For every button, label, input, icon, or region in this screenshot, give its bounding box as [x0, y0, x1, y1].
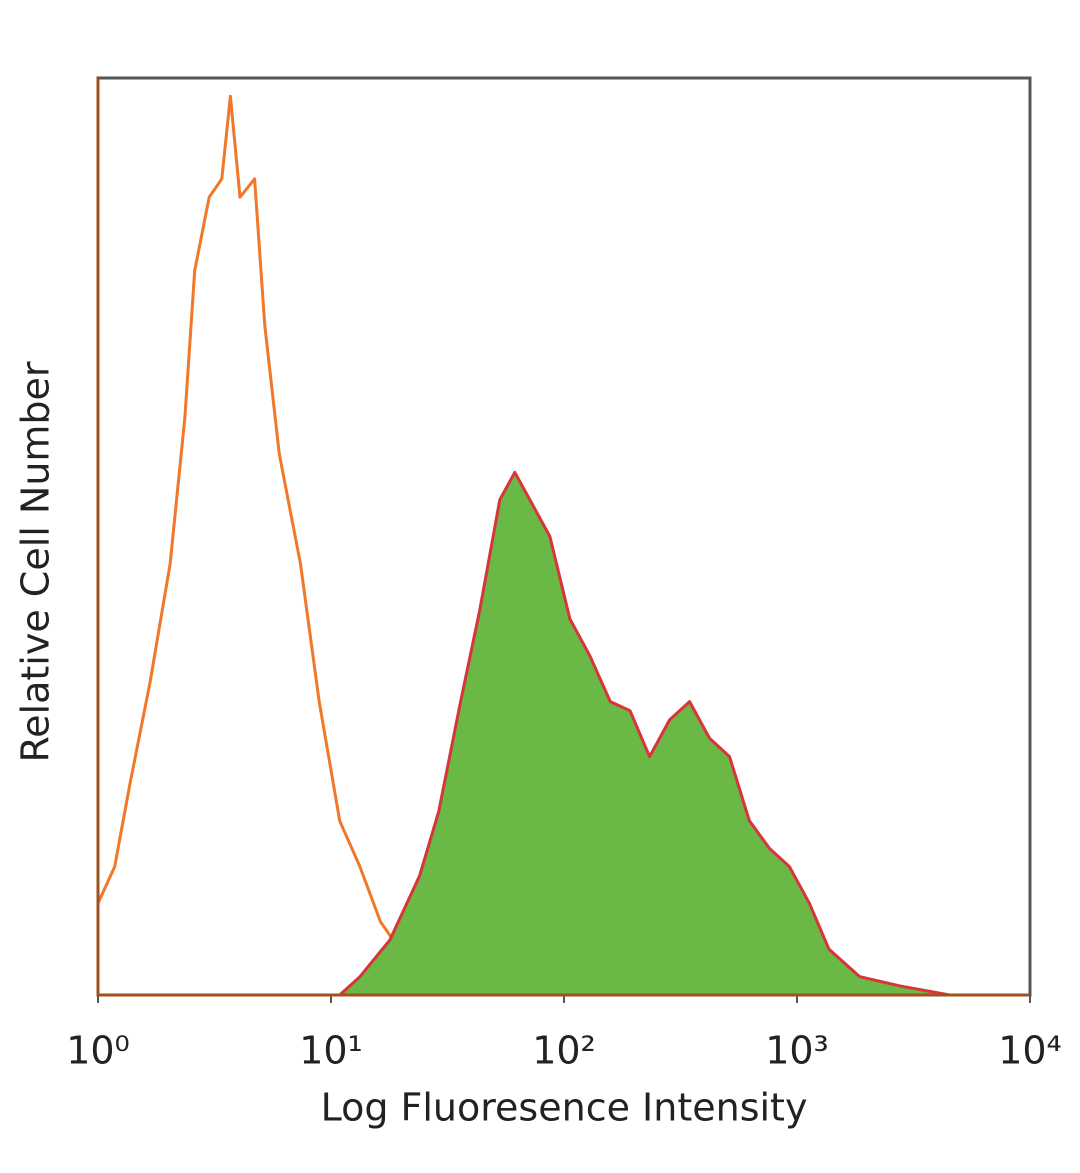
- x-tick-label: 10¹: [299, 1029, 363, 1073]
- x-tick-label: 10²: [532, 1029, 596, 1073]
- x-axis-label: Log Fluoresence Intensity: [321, 1086, 808, 1130]
- filled-histogram: [338, 470, 952, 997]
- x-tick-label: 10⁰: [66, 1029, 130, 1073]
- outline-histogram: [96, 94, 450, 997]
- y-axis-label: Relative Cell Number: [14, 361, 58, 762]
- x-tick-label: 10³: [765, 1029, 829, 1073]
- x-tick-label: 10⁴: [998, 1029, 1062, 1073]
